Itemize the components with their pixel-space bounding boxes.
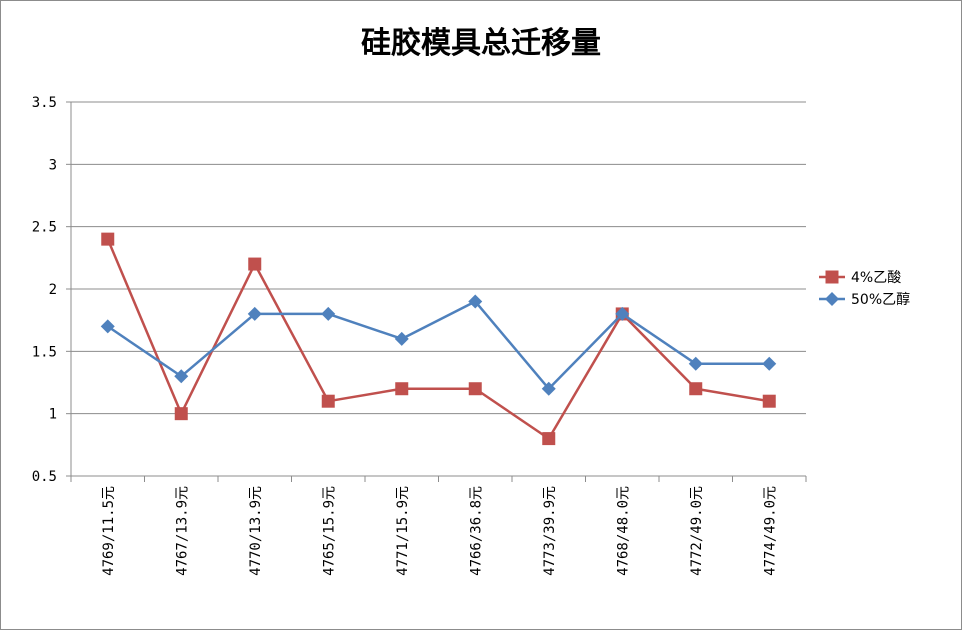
x-tick-label: 4769/11.5元 [101,486,117,576]
gridlines [71,101,806,415]
x-tick-label: 4765/15.9元 [321,486,337,576]
data-point [174,407,188,421]
legend-entry: 50%乙醇 [819,291,910,308]
x-tick-label: 4768/48.0元 [615,486,631,576]
data-point [688,356,703,371]
legend: 4%乙酸 50%乙醇 [819,270,910,308]
y-tick-label: 2 [49,282,57,298]
y-tick-label: 3 [49,157,57,173]
y-tick-label: 3.5 [32,95,57,111]
data-point [541,381,556,396]
x-tick-label: 4766/36.8元 [468,486,484,576]
y-tick-label: 0.5 [32,469,57,485]
x-tick-label: 4770/13.9元 [248,486,264,576]
data-point [248,257,262,271]
y-tick-label: 1.5 [32,344,57,360]
x-tick-label: 4767/13.9元 [174,486,190,576]
data-point [321,394,335,408]
data-point [762,394,776,408]
x-tick-label: 4773/39.9元 [542,486,558,576]
x-tick-label: 4772/49.0元 [689,486,705,576]
data-point [247,306,262,321]
series-line [107,300,770,390]
legend-marker [825,270,839,284]
data-point [468,294,483,309]
data-point [762,356,777,371]
data-point [395,382,409,396]
x-tick-label: 4771/15.9元 [395,486,411,576]
data-point [542,432,556,446]
legend-label: 50%乙醇 [851,291,910,308]
y-axis-ticks: 0.5 1 1.5 2 2.5 3 3.5 [32,95,71,485]
data-point [394,331,409,346]
chart-title: 硅胶模具总迁移量 [361,26,601,61]
data-point [615,306,630,321]
series-group [100,232,777,446]
y-tick-label: 2.5 [32,220,57,236]
data-point [100,319,115,334]
series-2 [100,294,777,396]
data-point [321,306,336,321]
series-line [106,238,770,440]
data-point [689,382,703,396]
legend-label: 4%乙酸 [851,270,901,286]
y-tick-label: 1 [49,407,57,423]
data-point [101,232,115,246]
legend-marker [825,292,839,306]
data-point [468,382,482,396]
x-axis-ticks: 4769/11.5元 4767/13.9元 4770/13.9元 4765/15.9元… [70,476,807,576]
data-point [174,369,189,384]
legend-entry: 4%乙酸 [819,270,901,286]
x-tick-label: 4774/49.0元 [762,486,778,576]
